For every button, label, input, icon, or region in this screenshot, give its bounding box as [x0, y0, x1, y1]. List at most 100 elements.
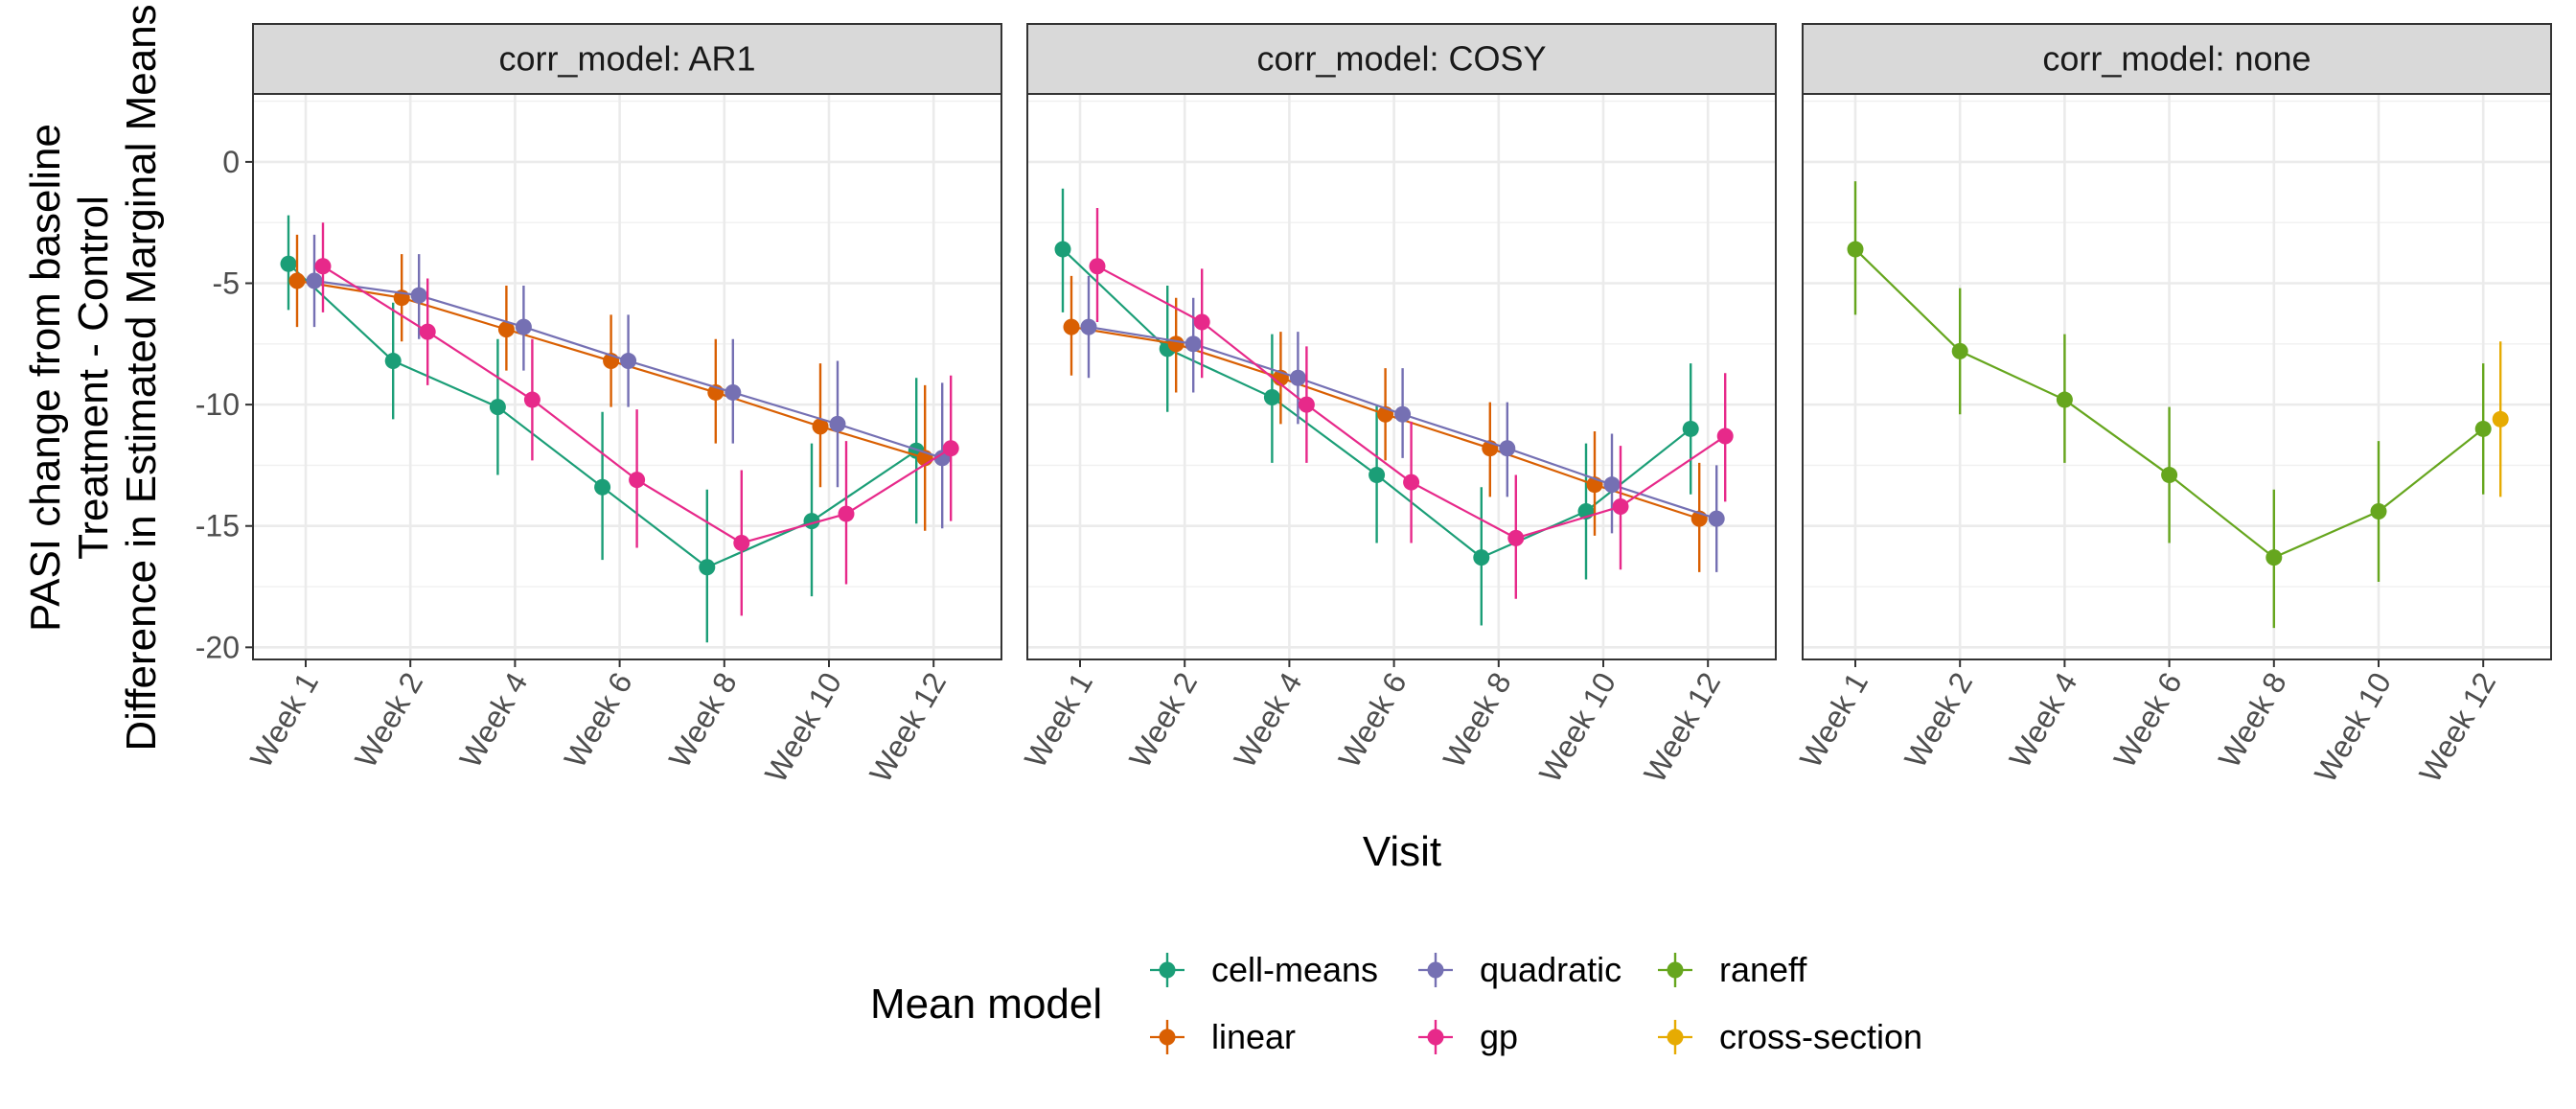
- data-point: [699, 559, 716, 576]
- data-point: [838, 505, 855, 522]
- legend-label: linear: [1211, 1017, 1296, 1056]
- data-point: [1263, 389, 1280, 406]
- data-point: [594, 478, 611, 496]
- y-tick-label: -20: [196, 630, 240, 664]
- panel-background: [1803, 94, 2551, 659]
- data-point: [1603, 476, 1621, 494]
- data-point: [1063, 318, 1080, 335]
- legend-title: Mean model: [870, 981, 1102, 1028]
- data-point: [1951, 342, 1968, 359]
- x-tick-label: Week 2: [1122, 667, 1204, 774]
- data-point: [733, 534, 750, 551]
- data-point: [306, 272, 323, 289]
- data-point: [1499, 440, 1516, 457]
- x-axis-title: Visit: [1363, 828, 1441, 875]
- series-quadratic: [1080, 275, 1725, 572]
- data-point: [724, 383, 742, 401]
- x-tick-label: Week 6: [2107, 667, 2189, 774]
- data-point: [1394, 405, 1412, 423]
- legend-key-point: [1667, 1028, 1684, 1046]
- legend-label: cell-means: [1211, 950, 1378, 989]
- series-cell-means: [1054, 188, 1699, 626]
- data-point: [1289, 369, 1306, 386]
- data-point: [1507, 529, 1525, 546]
- data-point: [1612, 497, 1629, 515]
- data-point: [1847, 241, 1864, 258]
- x-tick-label: Week 10: [2308, 667, 2398, 789]
- data-point: [1716, 427, 1734, 445]
- series-quadratic: [306, 234, 951, 529]
- data-point: [620, 353, 637, 370]
- y-tick-label: -10: [196, 387, 240, 422]
- data-point: [942, 440, 959, 457]
- data-point: [384, 353, 402, 370]
- x-tick-label: Week 8: [2212, 667, 2293, 774]
- data-point: [280, 255, 297, 272]
- x-tick-label: Week 8: [662, 667, 744, 774]
- data-point: [314, 258, 332, 275]
- legend-item-gp: gp: [1418, 1017, 1518, 1056]
- legend-item-cross-section: cross-section: [1658, 1017, 1922, 1056]
- data-point: [410, 287, 427, 304]
- facet-strip-label: corr_model: COSY: [1256, 39, 1546, 79]
- legend-key-point: [1427, 961, 1444, 979]
- y-axis-title-line-2: Treatment - Control: [70, 196, 117, 560]
- legend-label: gp: [1480, 1017, 1518, 1056]
- x-tick-label: Week 4: [452, 667, 534, 774]
- series-cross-section: [2492, 341, 2509, 497]
- x-tick-label: Week 1: [1018, 667, 1099, 774]
- legend-key-point: [1159, 1028, 1176, 1046]
- legend-label: quadratic: [1480, 950, 1622, 989]
- facet-strip: [1802, 23, 2552, 95]
- data-point: [1080, 318, 1097, 335]
- data-point: [2161, 467, 2178, 484]
- x-tick-label: Week 8: [1437, 667, 1518, 774]
- facet-strip: [252, 23, 1002, 95]
- series-gp: [1089, 208, 1734, 599]
- y-tick-label: -5: [213, 266, 240, 301]
- y-tick-label: 0: [222, 145, 240, 179]
- data-point: [1089, 258, 1106, 275]
- panel-border: [1802, 93, 2552, 660]
- data-point: [1473, 549, 1490, 566]
- legend-key-point: [1427, 1028, 1444, 1046]
- x-tick-label: Week 6: [558, 667, 639, 774]
- x-tick-label: Week 1: [1793, 667, 1874, 774]
- y-axis-title-line-1: PASI change from baseline: [22, 124, 69, 632]
- data-point: [1298, 396, 1315, 413]
- x-tick-label: Week 4: [1227, 667, 1308, 774]
- legend-item-quadratic: quadratic: [1418, 950, 1622, 989]
- data-point: [2056, 391, 2073, 408]
- x-tick-label: Week 6: [1332, 667, 1414, 774]
- data-point: [829, 415, 846, 432]
- x-tick-label: Week 2: [348, 667, 429, 774]
- x-tick-label: Week 10: [1532, 667, 1622, 789]
- data-point: [2492, 410, 2509, 427]
- data-point: [497, 321, 515, 338]
- data-point: [2474, 420, 2492, 437]
- legend-key-point: [1667, 961, 1684, 979]
- x-tick-label: Week 10: [758, 667, 848, 789]
- legend-item-raneff: raneff: [1658, 950, 1807, 989]
- data-point: [1403, 474, 1420, 491]
- data-point: [1184, 335, 1202, 353]
- legend-item-linear: linear: [1150, 1017, 1296, 1056]
- legend-key-point: [1159, 961, 1176, 979]
- data-point: [812, 418, 829, 435]
- data-point: [1193, 313, 1210, 331]
- y-axis-title-line-3: Difference in Estimated Marginal Means: [118, 4, 165, 751]
- data-point: [2266, 549, 2283, 566]
- facet-strip-label: corr_model: AR1: [498, 39, 755, 79]
- data-point: [419, 323, 436, 340]
- series-gp: [314, 222, 959, 616]
- facet-panel-2: corr_model: COSY Week 1 Week 2 Week 4 Week 6…: [1018, 23, 1777, 789]
- data-point: [1167, 335, 1184, 353]
- legend-label: cross-section: [1719, 1017, 1922, 1056]
- data-point: [1054, 241, 1071, 258]
- series-linear: [1063, 275, 1708, 572]
- x-tick-label: Week 1: [243, 667, 325, 774]
- x-tick-label: Week 12: [862, 667, 953, 789]
